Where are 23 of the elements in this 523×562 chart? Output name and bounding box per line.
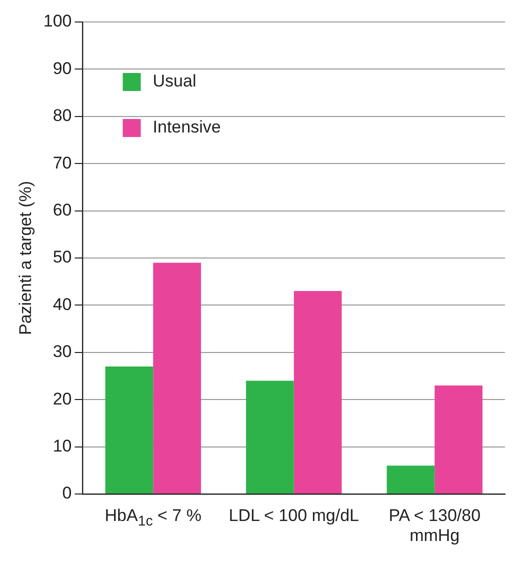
y-tick-label: 70 <box>52 153 72 172</box>
y-tick-label: 60 <box>52 200 72 220</box>
y-tick-label: 80 <box>52 106 72 126</box>
x-tick-label: PA < 130/80 mmHg <box>388 506 482 546</box>
y-tick-label: 30 <box>52 342 72 362</box>
y-tick-label: 40 <box>52 294 72 314</box>
legend-label: Usual <box>152 72 196 91</box>
y-axis-title: Pazienti a target (%) <box>16 180 35 336</box>
y-tick-label: 100 <box>43 12 72 31</box>
y-tick-label: 0 <box>62 484 72 503</box>
y-tick-label: 10 <box>52 436 72 456</box>
y-tick-label: 20 <box>52 389 72 408</box>
bar <box>294 291 342 494</box>
x-tick-label: LDL < 100 mg/dL <box>228 506 360 526</box>
x-tick-label: HbA$_{1c}$ < 7 % <box>104 506 202 532</box>
bar <box>386 466 435 494</box>
bar <box>153 262 201 494</box>
y-tick-label: 50 <box>52 248 72 267</box>
bar <box>246 380 294 494</box>
legend-label: Intensive <box>152 118 221 137</box>
y-tick-label: 90 <box>52 58 72 78</box>
bar <box>434 385 482 494</box>
bar <box>105 366 154 494</box>
